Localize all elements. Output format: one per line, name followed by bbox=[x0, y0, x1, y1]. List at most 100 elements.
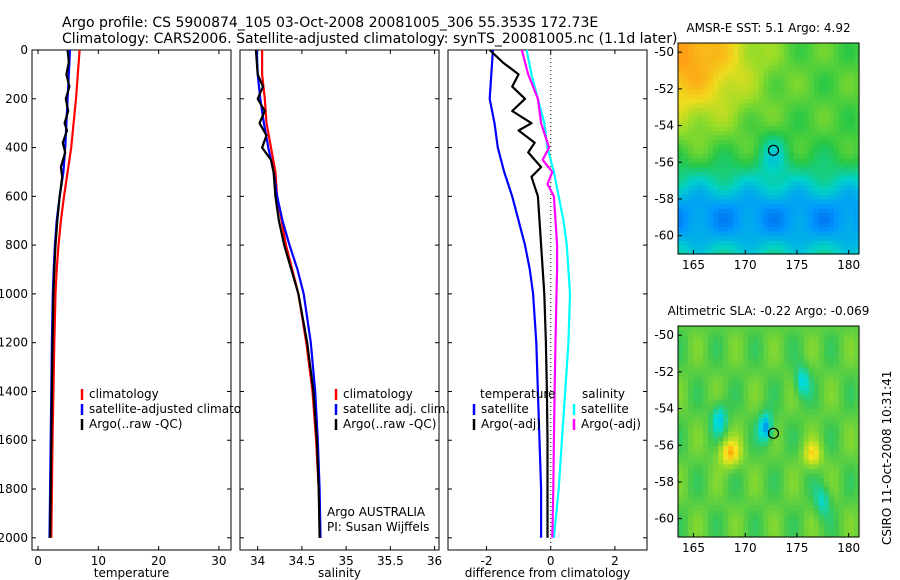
map-cell bbox=[823, 495, 830, 501]
map-cell bbox=[698, 403, 704, 410]
map-cell bbox=[828, 449, 835, 456]
map-cell bbox=[828, 157, 835, 163]
map-cell bbox=[733, 348, 739, 355]
map-cell bbox=[743, 134, 749, 140]
map-cell bbox=[838, 454, 845, 460]
map-cell bbox=[798, 413, 805, 419]
map-cell bbox=[678, 371, 684, 378]
map-cell bbox=[733, 43, 739, 49]
map-cell bbox=[793, 362, 800, 368]
map-cell bbox=[723, 440, 729, 446]
map-cell bbox=[823, 394, 830, 400]
map-cell bbox=[798, 399, 805, 405]
map-cell bbox=[763, 495, 770, 501]
map-cell bbox=[788, 491, 795, 497]
map-cell bbox=[843, 120, 850, 127]
map-cell bbox=[693, 79, 699, 85]
map-cell bbox=[748, 527, 755, 534]
map-cell bbox=[813, 143, 820, 150]
map-cell bbox=[788, 61, 795, 67]
map-cell bbox=[703, 326, 709, 332]
map-cell bbox=[718, 130, 724, 136]
map-cell bbox=[843, 56, 850, 62]
map-cell bbox=[683, 362, 689, 368]
map-cell bbox=[748, 381, 755, 387]
map-cell bbox=[698, 440, 704, 446]
map-cell bbox=[698, 371, 704, 378]
map-cell bbox=[823, 180, 830, 186]
map-cell bbox=[768, 426, 775, 433]
map-cell bbox=[748, 463, 755, 469]
map-cell bbox=[843, 194, 850, 200]
map-cell bbox=[803, 518, 810, 524]
map-cell bbox=[728, 472, 734, 478]
map-cell bbox=[783, 431, 790, 437]
map-cell bbox=[743, 376, 749, 382]
map-cell bbox=[808, 523, 815, 529]
map-cell bbox=[708, 532, 714, 538]
map-cell bbox=[753, 139, 760, 145]
map-cell bbox=[833, 231, 840, 237]
map-cell bbox=[823, 244, 830, 251]
map-y-tick-label: -56 bbox=[654, 438, 674, 452]
map-cell bbox=[723, 348, 729, 355]
profile-panel-1: 0 10 20 30020040060080010001200140016001800… bbox=[0, 43, 267, 580]
map-cell bbox=[758, 88, 765, 95]
map-cell bbox=[833, 221, 840, 228]
map-cell bbox=[758, 130, 765, 136]
map-title: AMSR-E SST: 5.1 Argo: 4.92 bbox=[686, 21, 850, 35]
map-cell bbox=[803, 65, 810, 72]
map-cell bbox=[783, 445, 790, 451]
map-cell bbox=[758, 107, 765, 113]
map-cell bbox=[798, 180, 805, 186]
map-cell bbox=[793, 344, 800, 350]
map-cell bbox=[718, 518, 724, 524]
map-cell bbox=[833, 399, 840, 405]
map-cell bbox=[783, 79, 790, 85]
map-cell bbox=[833, 408, 840, 414]
map-cell bbox=[728, 381, 734, 387]
map-cell bbox=[798, 371, 805, 378]
map-cell bbox=[678, 153, 684, 159]
map-cell bbox=[828, 244, 835, 251]
map-cell bbox=[808, 495, 815, 501]
map-cell bbox=[848, 47, 855, 53]
map-cell bbox=[838, 385, 845, 391]
map-cell bbox=[808, 166, 815, 173]
map-cell bbox=[758, 208, 765, 214]
map-cell bbox=[758, 231, 765, 237]
map-cell bbox=[693, 394, 699, 400]
map-cell bbox=[808, 79, 815, 85]
map-cell bbox=[693, 454, 699, 460]
map-cell bbox=[723, 436, 729, 442]
map-cell bbox=[813, 194, 820, 200]
map-cell bbox=[688, 371, 694, 378]
map-y-tick-label: -58 bbox=[654, 475, 674, 489]
map-cell bbox=[843, 226, 850, 232]
map-cell bbox=[778, 153, 785, 159]
map-cell bbox=[733, 335, 739, 341]
map-cell bbox=[713, 235, 719, 241]
map-cell bbox=[678, 509, 684, 515]
map-cell bbox=[768, 339, 775, 345]
map-cell bbox=[818, 472, 825, 478]
map-cell bbox=[798, 203, 805, 209]
map-cell bbox=[728, 56, 734, 62]
map-cell bbox=[823, 116, 830, 122]
map-cell bbox=[768, 47, 775, 53]
map-cell bbox=[683, 495, 689, 501]
map-cell bbox=[833, 176, 840, 182]
map-cell bbox=[803, 431, 810, 437]
map-cell bbox=[813, 203, 820, 209]
map-cell bbox=[723, 504, 729, 511]
map-cell bbox=[773, 208, 780, 214]
map-cell bbox=[828, 139, 835, 145]
map-cell bbox=[728, 518, 734, 524]
map-cell bbox=[698, 390, 704, 396]
map-cell bbox=[688, 98, 694, 104]
map-cell bbox=[738, 422, 744, 428]
map-cell bbox=[833, 189, 840, 195]
map-cell bbox=[703, 47, 709, 53]
map-cell bbox=[803, 162, 810, 168]
map-cell bbox=[763, 162, 770, 168]
